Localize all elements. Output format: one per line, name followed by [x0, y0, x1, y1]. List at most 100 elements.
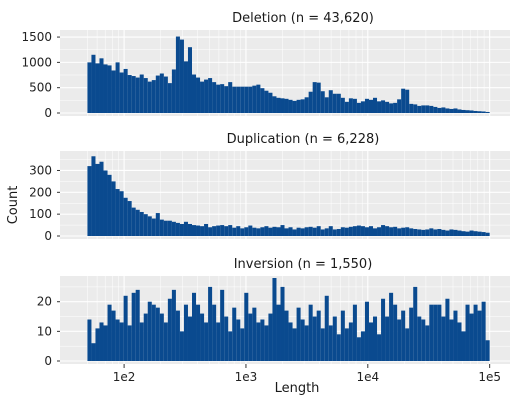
histogram-bar — [260, 227, 265, 236]
histogram-bar — [368, 226, 374, 236]
histogram-bar — [143, 78, 148, 113]
y-tick-label: 1000 — [21, 55, 52, 69]
histogram-panel-3: 0 10 20 Inversion (n = 1,550) — [37, 257, 510, 368]
histogram-bar — [179, 39, 184, 113]
histogram-bar — [111, 310, 116, 361]
histogram-bar — [155, 75, 160, 113]
histogram-bar — [240, 328, 245, 361]
histogram-bar — [111, 70, 116, 113]
histogram-bar — [115, 319, 120, 361]
histogram-bar — [292, 328, 297, 361]
histogram-bar — [252, 227, 257, 236]
histogram-panel-2: 0 100 200 300 Duplication (n = 6,228) — [29, 132, 510, 243]
histogram-bar — [276, 227, 281, 236]
histogram-bar — [360, 101, 365, 113]
histogram-bar — [385, 316, 390, 361]
histogram-bar — [328, 226, 333, 236]
histogram-bar — [244, 227, 249, 236]
histogram-bar — [135, 209, 140, 236]
histogram-bar — [344, 227, 349, 236]
histogram-bar — [304, 325, 309, 361]
histogram-bar — [87, 166, 92, 236]
histogram-bar — [167, 220, 172, 236]
histogram-bar — [95, 163, 100, 236]
histogram-bar — [159, 219, 164, 236]
histogram-bar — [377, 227, 382, 236]
histogram-bar — [127, 325, 132, 361]
histogram-bar — [449, 108, 454, 113]
histogram-bar — [220, 225, 225, 236]
histogram-bar — [175, 222, 180, 236]
histogram-bar — [216, 322, 221, 361]
histogram-bar — [296, 227, 301, 236]
histogram-bar — [179, 331, 184, 361]
histogram-bar — [228, 225, 233, 236]
histogram-bar — [99, 161, 104, 236]
histogram-bar — [91, 54, 96, 113]
histogram-bar — [352, 98, 357, 113]
histogram-bar — [288, 227, 293, 236]
histogram-bar — [204, 322, 209, 361]
histogram-bar — [441, 229, 446, 236]
histogram-bar — [268, 313, 273, 361]
histogram-bar — [445, 230, 450, 236]
histogram-panel-1: 0 500 1000 1500 Deletion (n = 43,620) — [21, 11, 510, 120]
histogram-bar — [119, 191, 124, 236]
histogram-bar — [461, 331, 466, 361]
histogram-bar — [292, 100, 297, 113]
histogram-bar — [248, 86, 253, 113]
histogram-bar — [348, 98, 353, 113]
histogram-bar — [340, 227, 345, 236]
histogram-bar — [208, 286, 213, 361]
y-tick-label: 100 — [29, 207, 52, 221]
histogram-bar — [115, 189, 120, 236]
histogram-bar — [264, 90, 269, 113]
histogram-bar — [389, 292, 394, 361]
histogram-bar — [236, 319, 241, 361]
histogram-bar — [393, 102, 398, 113]
histogram-bar — [481, 111, 486, 113]
histogram-bar — [405, 227, 410, 236]
x-tick-label: 1e5 — [478, 370, 501, 384]
histogram-bar — [425, 325, 430, 361]
histogram-bar — [107, 304, 112, 361]
histogram-bar — [300, 99, 305, 113]
histogram-bar — [405, 328, 410, 361]
histogram-bar — [232, 227, 237, 236]
histogram-bar — [381, 298, 386, 361]
histogram-bar — [381, 100, 386, 113]
histogram-bar — [200, 313, 205, 361]
histogram-bar — [200, 81, 205, 113]
histogram-bar — [461, 231, 466, 236]
histogram-bar — [401, 227, 406, 236]
histogram-bar — [284, 310, 289, 361]
x-tick-label: 1e4 — [356, 370, 379, 384]
y-tick-label: 500 — [29, 81, 52, 95]
histogram-bar — [477, 111, 482, 113]
histogram-bar — [191, 292, 197, 361]
histogram-bar — [360, 226, 365, 236]
histogram-bar — [175, 310, 180, 361]
histogram-bar — [316, 82, 321, 113]
histogram-bar — [127, 201, 132, 236]
histogram-bar — [417, 229, 422, 236]
histogram-bar — [123, 68, 128, 113]
histogram-bar — [397, 319, 402, 361]
histogram-bar — [324, 228, 329, 236]
histogram-bar — [364, 301, 369, 361]
histogram-bar — [308, 304, 313, 361]
histogram-bar — [320, 229, 325, 236]
histogram-bar — [373, 97, 378, 113]
histogram-bar — [385, 226, 390, 236]
histogram-bar — [344, 328, 349, 361]
histogram-bar — [304, 97, 309, 113]
histogram-bar — [99, 322, 104, 361]
histogram-bar — [481, 232, 486, 236]
histogram-bar — [312, 82, 317, 113]
histogram-bar — [477, 310, 482, 361]
histogram-bar — [280, 98, 285, 113]
histogram-bar — [135, 289, 140, 361]
histogram-bar — [324, 97, 329, 113]
histogram-bar — [421, 319, 426, 361]
histogram-bar — [256, 84, 261, 113]
